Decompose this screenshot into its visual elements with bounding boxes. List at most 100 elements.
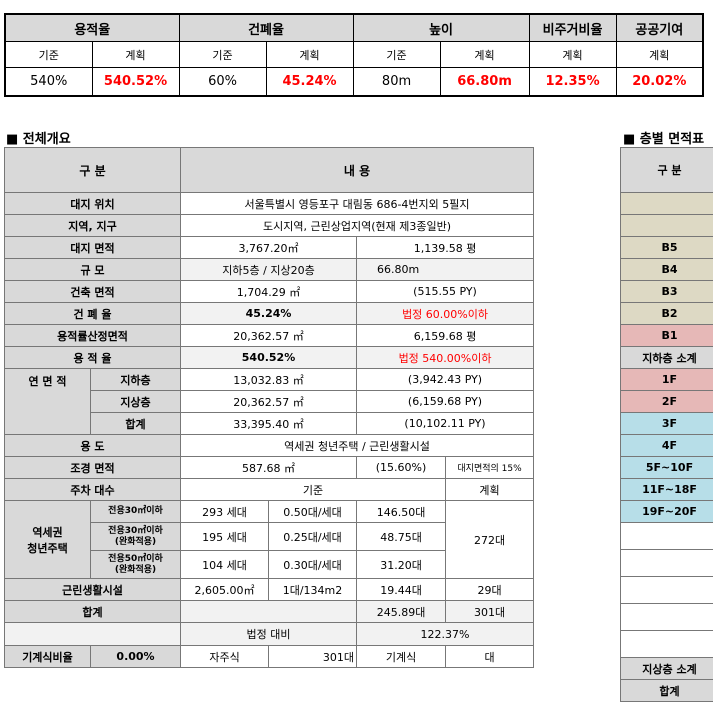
- table-row: B4: [621, 259, 713, 281]
- table-row: 대지 위치 서울특별시 영등포구 대림동 686-4번지외 5필지: [5, 193, 534, 215]
- row-label: 주차 대수: [5, 479, 181, 501]
- mech-ratio: 0.00%: [91, 646, 181, 668]
- table-row: 3F: [621, 413, 713, 435]
- table-row: [621, 193, 713, 215]
- legal-blank: [5, 623, 181, 646]
- table-row: 건 폐 율 45.24% 법정 60.00%이하: [5, 303, 534, 325]
- nonresidential-plan: 12.35%: [529, 68, 616, 97]
- unit-type: 전용30㎡이하: [91, 501, 181, 523]
- subheader: 계획: [616, 42, 703, 68]
- row-label: 건축 면적: [5, 281, 181, 303]
- table-row: 지역, 지구 도시지역, 근린상업지역(현재 제3종일반): [5, 215, 534, 237]
- parking-standard-header: 기준: [181, 479, 446, 501]
- floor-label: B4: [621, 259, 713, 281]
- floor-label: [621, 215, 713, 237]
- parking-cars: 146.50대: [357, 501, 446, 523]
- coverage-legal: 법정 60.00%이하: [357, 303, 534, 325]
- floor-label: 합계: [621, 680, 713, 702]
- retail-area: 2,605.00㎡: [181, 579, 269, 601]
- floor-label: 3F: [621, 413, 713, 435]
- height-plan: 66.80m: [440, 68, 529, 97]
- unit-count: 293 세대: [181, 501, 269, 523]
- floor-label: 1F: [621, 369, 713, 391]
- self-parking-label: 자주식: [181, 646, 269, 668]
- landscape-ratio: (15.60%): [357, 457, 446, 479]
- far-plan: 540.52%: [92, 68, 179, 97]
- youth-parking-plan: 272대: [446, 501, 534, 579]
- table-row: 기계식비율 0.00% 자주식 301대 기계식 대: [5, 646, 534, 668]
- parking-ratio: 0.25대/세대: [269, 523, 357, 551]
- floor-label: 2F: [621, 391, 713, 413]
- total-plan: 301대: [446, 601, 534, 623]
- floor-label: 5F~10F: [621, 457, 713, 479]
- floor-label: [621, 604, 713, 631]
- retail-cars: 19.44대: [357, 579, 446, 601]
- site-location: 서울특별시 영등포구 대림동 686-4번지외 5필지: [181, 193, 534, 215]
- row-label: 규 모: [5, 259, 181, 281]
- table-row: [621, 550, 713, 577]
- table-row: B1: [621, 325, 713, 347]
- table-row: 19F~20F: [621, 501, 713, 523]
- floor-label: 4F: [621, 435, 713, 457]
- youth-housing-label: 역세권 청년주택: [5, 501, 91, 579]
- row-label: 용적률산정면적: [5, 325, 181, 347]
- subheader: 계획: [529, 42, 616, 68]
- scale-height: 66.80m: [357, 259, 534, 281]
- floor-label: [621, 550, 713, 577]
- legal-label: 법정 대비: [181, 623, 357, 646]
- table-row: 지하층 소계: [621, 347, 713, 369]
- row-label: 용 적 율: [5, 347, 181, 369]
- unit-type-line2: (완화적용): [93, 565, 178, 576]
- col-gubun: 구 분: [5, 148, 181, 193]
- parking-cars: 31.20대: [357, 551, 446, 579]
- row-label: 대지 면적: [5, 237, 181, 259]
- table-row: 법정 대비 122.37%: [5, 623, 534, 646]
- site-area-py: 1,139.58 평: [357, 237, 534, 259]
- unit-type-line1: 전용50㎡이하: [93, 554, 178, 565]
- header-nonresidential: 비주거비율: [529, 14, 616, 42]
- row-label: 건 폐 율: [5, 303, 181, 325]
- gfa-above-py: (6,159.68 PY): [357, 391, 534, 413]
- site-area-m2: 3,767.20㎡: [181, 237, 357, 259]
- subheader: 기준: [179, 42, 266, 68]
- floor-label: B2: [621, 303, 713, 325]
- gfa-label: 연 면 적: [5, 369, 91, 435]
- unit-type: 전용50㎡이하 (완화적용): [91, 551, 181, 579]
- table-row: 용 도 역세권 청년주택 / 근린생활시설: [5, 435, 534, 457]
- table-row: 대지 면적 3,767.20㎡ 1,139.58 평: [5, 237, 534, 259]
- floor-label: [621, 631, 713, 658]
- floor-col-gubun: 구 분: [621, 148, 713, 193]
- floor-label: 지상층 소계: [621, 658, 713, 680]
- total-blank: [181, 601, 357, 623]
- unit-type: 전용30㎡이하 (완화적용): [91, 523, 181, 551]
- legal-value: 122.37%: [357, 623, 534, 646]
- far-legal: 법정 540.00%이하: [357, 347, 534, 369]
- table-row: [621, 215, 713, 237]
- floor-label: [621, 577, 713, 604]
- header-coverage: 건폐율: [179, 14, 353, 42]
- building-area-m2: 1,704.29 ㎡: [181, 281, 357, 303]
- parking-ratio: 0.50대/세대: [269, 501, 357, 523]
- far-standard: 540%: [5, 68, 92, 97]
- table-row: B2: [621, 303, 713, 325]
- table-row: [621, 604, 713, 631]
- row-label: 조경 면적: [5, 457, 181, 479]
- coverage-standard: 60%: [179, 68, 266, 97]
- header-far: 용적율: [5, 14, 179, 42]
- gfa-total-py: (10,102.11 PY): [357, 413, 534, 435]
- row-label: 기계식비율: [5, 646, 91, 668]
- floor-label: 19F~20F: [621, 501, 713, 523]
- coverage-value: 45.24%: [181, 303, 357, 325]
- unit-type-line2: (완화적용): [93, 537, 178, 548]
- retail-ratio: 1대/134m2: [269, 579, 357, 601]
- floor-label: 11F~18F: [621, 479, 713, 501]
- gfa-above-m2: 20,362.57 ㎡: [181, 391, 357, 413]
- table-row: B5: [621, 237, 713, 259]
- height-standard: 80m: [353, 68, 440, 97]
- youth-label-line1: 역세권: [7, 524, 88, 540]
- landscape-m2: 587.68 ㎡: [181, 457, 357, 479]
- section-title-floor-area: ■ 층별 면적표: [623, 128, 704, 147]
- table-row: 지상층 소계: [621, 658, 713, 680]
